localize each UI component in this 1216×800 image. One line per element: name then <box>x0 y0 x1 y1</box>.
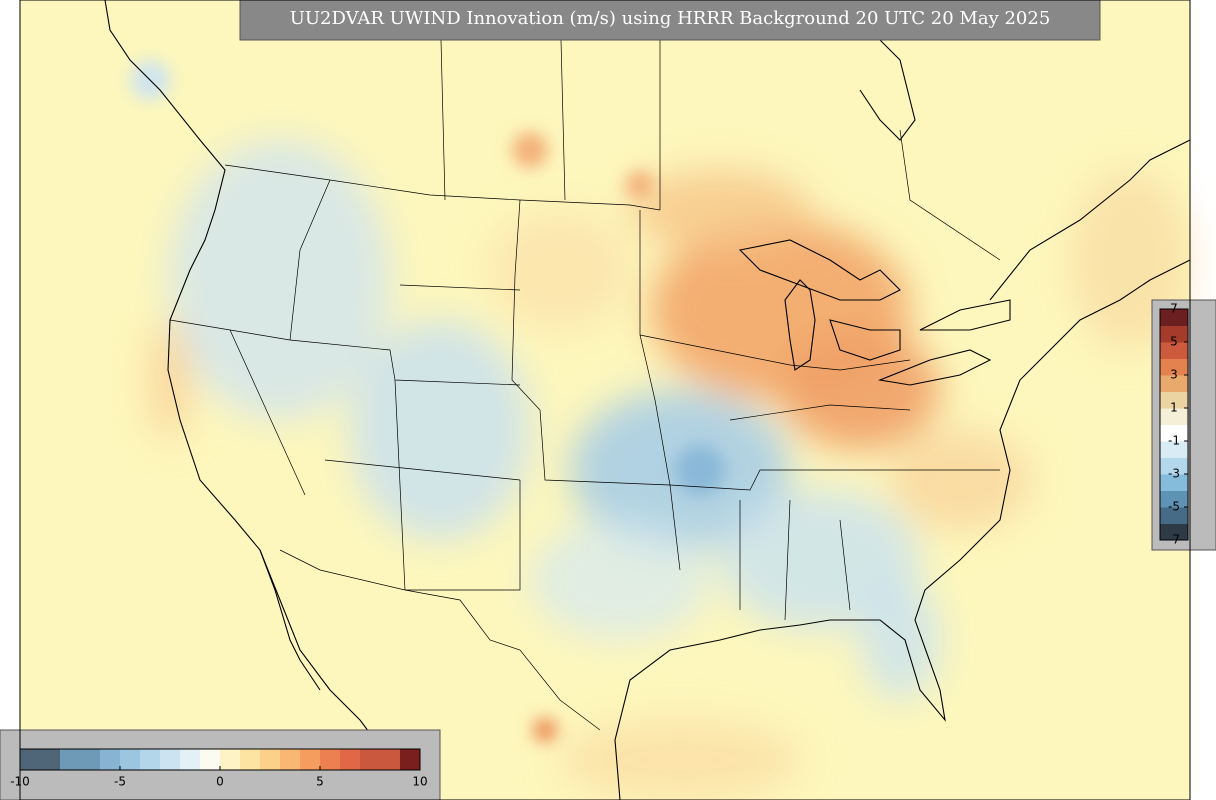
colorbar-tick-label: 5 <box>316 775 324 789</box>
colorbar-segment <box>240 749 261 770</box>
colorbar-segment <box>380 749 401 770</box>
colorbar-segment <box>1160 523 1188 541</box>
colorbar-segment <box>1160 375 1188 392</box>
colorbar-segment <box>360 749 381 770</box>
colorbar-tick-label: -7 <box>1168 533 1180 547</box>
colorbar-tick-label: -3 <box>1168 467 1180 481</box>
colorbar-tick-label: 10 <box>412 775 427 789</box>
colorbar-segment <box>1160 490 1188 508</box>
colorbar-segment <box>100 749 121 770</box>
map-background <box>20 0 1190 800</box>
colorbar-segment <box>1160 424 1188 442</box>
colorbar-segment <box>180 749 201 770</box>
title-box: UU2DVAR UWIND Innovation (m/s) using HRR… <box>239 0 1101 41</box>
map <box>20 0 1191 800</box>
colorbar-segment <box>1160 441 1188 458</box>
colorbar-segment <box>1160 342 1188 359</box>
map-title: UU2DVAR UWIND Innovation (m/s) using HRR… <box>290 8 1051 29</box>
colorbar-tick-label: 0 <box>216 775 224 789</box>
colorbar-segment <box>1160 309 1188 326</box>
colorbar-tick-label: 7 <box>1170 302 1178 316</box>
colorbar-segment <box>60 749 81 770</box>
colorbar-tick-label: 5 <box>1170 335 1178 349</box>
colorbar-segment <box>20 749 41 770</box>
map-frame <box>19 0 1191 800</box>
colorbar-tick-label: -5 <box>1168 500 1180 514</box>
colorbar-segment <box>300 749 321 770</box>
coastlines <box>104 0 1191 800</box>
innovation-field <box>150 140 1190 800</box>
colorbar-segment <box>200 749 221 770</box>
colorbar-segment <box>320 749 341 770</box>
colorbar-tick-label: 3 <box>1170 368 1178 382</box>
colorbar-segment <box>1160 408 1188 425</box>
colorbar-vertical: 7 5 3 1 -1 -3 -5 -7 <box>1151 299 1216 551</box>
colorbar-segment <box>80 749 101 770</box>
colorbar-segment <box>280 749 301 770</box>
colorbar-segment <box>400 749 421 770</box>
colorbar-segment <box>220 749 241 770</box>
colorbar-segment <box>340 749 361 770</box>
colorbar-tick-label: -1 <box>1168 434 1180 448</box>
colorbar-segment <box>1160 358 1188 376</box>
colorbar-segment <box>120 749 141 770</box>
colorbar-segment <box>1160 325 1188 343</box>
colorbar-outline <box>1159 308 1189 541</box>
colorbar-tick-label: -5 <box>114 775 126 789</box>
colorbar-segment <box>1160 507 1188 524</box>
colorbar-horizontal: -10 -5 0 5 10 <box>0 729 441 800</box>
colorbar-segment <box>1160 457 1188 475</box>
colorbar-segment <box>140 749 161 770</box>
colorbar-segment <box>1160 474 1188 491</box>
colorbar-tick-label: 1 <box>1170 401 1178 415</box>
colorbar-segment <box>1160 391 1188 409</box>
colorbar-segment <box>160 749 181 770</box>
title-background <box>239 0 1101 41</box>
colorbar-segment <box>40 749 61 770</box>
colorbar-segment <box>260 749 281 770</box>
political-borders <box>169 0 1001 731</box>
